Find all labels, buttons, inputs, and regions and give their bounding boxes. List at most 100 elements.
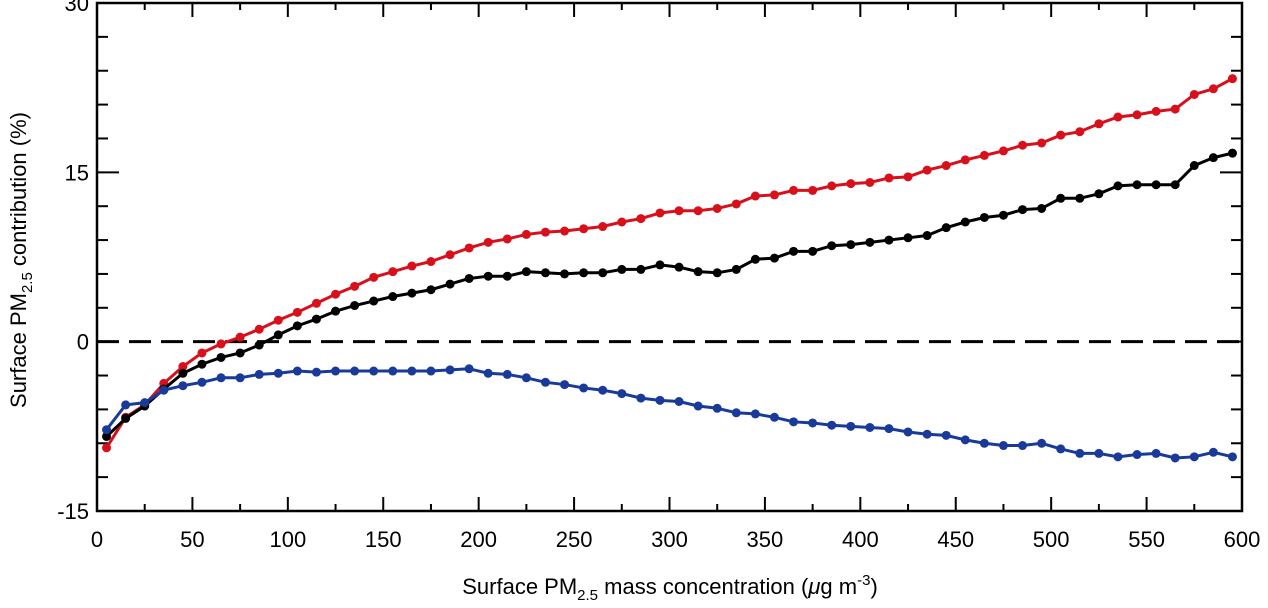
data-point: [960, 217, 970, 227]
x-tick-label: 300: [651, 527, 688, 552]
data-point: [426, 285, 436, 295]
data-point: [292, 321, 302, 331]
data-point: [1018, 140, 1028, 150]
data-point: [693, 206, 703, 216]
data-point: [750, 254, 760, 264]
y-tick-label: 15: [65, 160, 89, 185]
data-point: [102, 425, 112, 435]
data-point: [388, 267, 398, 277]
data-point: [731, 199, 741, 209]
data-point: [102, 431, 112, 441]
data-point: [1094, 448, 1104, 458]
x-tick-label: 150: [365, 527, 402, 552]
axis-ticks: [96, 2, 1243, 512]
data-point: [540, 227, 550, 237]
data-point: [712, 268, 722, 278]
y-tick-labels: -15 0 15 30: [57, 0, 89, 524]
data-point: [846, 240, 856, 250]
x-tick-labels: 0 50 100 150 200 250 300 350 400 450 500 550 600: [91, 527, 1260, 552]
data-point: [350, 281, 360, 291]
data-point: [941, 223, 951, 233]
data-point: [254, 369, 264, 379]
data-point: [789, 246, 799, 256]
data-point: [540, 377, 550, 387]
data-point: [922, 429, 932, 439]
data-point: [579, 383, 589, 393]
data-point: [1075, 193, 1085, 203]
data-point: [808, 418, 818, 428]
data-point: [197, 348, 207, 358]
data-point: [674, 206, 684, 216]
data-point: [311, 367, 321, 377]
data-point: [254, 324, 264, 334]
data-point: [617, 217, 627, 227]
data-point: [1113, 452, 1123, 462]
series-0: [102, 74, 1237, 453]
x-tick-label: 500: [1033, 527, 1070, 552]
data-point: [1075, 127, 1085, 137]
data-point: [1132, 110, 1142, 120]
data-point: [789, 185, 799, 195]
data-point: [979, 150, 989, 160]
data-point: [1113, 112, 1123, 122]
data-point: [731, 264, 741, 274]
data-point: [998, 146, 1008, 156]
data-point: [1227, 148, 1237, 158]
data-point: [197, 359, 207, 369]
x-tick-label: 400: [842, 527, 879, 552]
series-line: [105, 367, 1233, 460]
y-label-pre: Surface PM: [6, 293, 31, 408]
data-point: [941, 161, 951, 171]
x-tick-label: 250: [556, 527, 593, 552]
data-point: [178, 381, 188, 391]
data-point: [311, 298, 321, 308]
data-point: [121, 400, 131, 410]
data-point: [998, 210, 1008, 220]
data-point: [1075, 448, 1085, 458]
data-point: [350, 366, 360, 376]
data-point: [540, 268, 550, 278]
data-point: [235, 332, 245, 342]
data-point: [178, 362, 188, 372]
data-point: [426, 257, 436, 267]
x-label-pre: Surface PM: [462, 574, 577, 599]
data-point: [331, 366, 341, 376]
data-point: [922, 231, 932, 241]
data-point: [407, 366, 417, 376]
data-point: [960, 155, 970, 165]
data-point: [273, 368, 283, 378]
x-tick-label: 0: [91, 527, 103, 552]
data-point: [731, 408, 741, 418]
data-point: [884, 235, 894, 245]
data-point: [979, 438, 989, 448]
data-point: [712, 203, 722, 213]
x-tick-label: 350: [747, 527, 784, 552]
data-point: [1208, 153, 1218, 163]
y-tick-label: 0: [77, 330, 89, 355]
data-point: [1208, 447, 1218, 457]
data-point: [388, 292, 398, 302]
data-point: [311, 314, 321, 324]
data-point: [598, 268, 608, 278]
series-2: [102, 364, 1237, 463]
data-point: [1037, 138, 1047, 148]
data-point: [1132, 450, 1142, 460]
data-point: [216, 339, 226, 349]
data-point: [579, 268, 589, 278]
data-point: [331, 289, 341, 299]
data-point: [827, 241, 837, 251]
data-point: [655, 208, 665, 218]
data-point: [331, 306, 341, 316]
plot-frame: [95, 1, 1244, 513]
data-point: [197, 377, 207, 387]
data-point: [693, 401, 703, 411]
data-point: [617, 264, 627, 274]
data-point: [407, 261, 417, 271]
y-label-sub: 2.5: [19, 272, 36, 293]
data-point: [865, 422, 875, 432]
data-point: [121, 413, 131, 423]
data-point: [655, 260, 665, 270]
x-label-mu: μ: [807, 574, 820, 599]
data-point: [865, 177, 875, 187]
